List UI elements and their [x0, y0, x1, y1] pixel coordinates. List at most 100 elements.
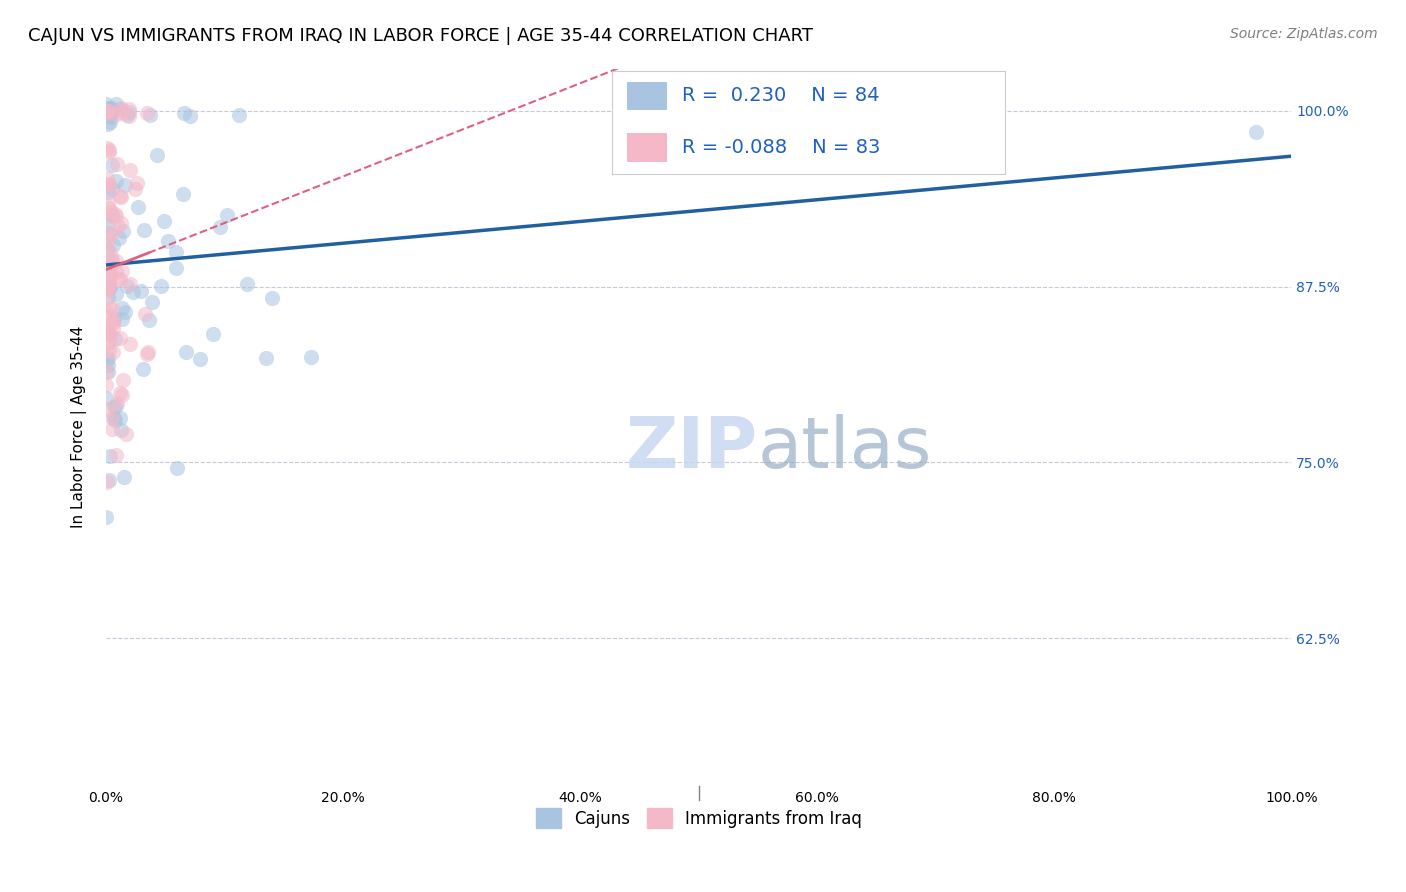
Point	[97, 103, 120, 118]
Point	[98, 244, 121, 258]
Point	[108, 331, 131, 345]
Point	[103, 238, 125, 252]
Point	[97, 365, 120, 379]
Point	[97, 218, 120, 232]
Point	[96, 364, 118, 378]
Point	[118, 102, 141, 116]
Point	[228, 108, 250, 122]
Legend: Cajuns, Immigrants from Iraq: Cajuns, Immigrants from Iraq	[529, 801, 869, 835]
Point	[115, 279, 138, 293]
Point	[100, 227, 122, 241]
Point	[101, 344, 124, 359]
Point	[97, 107, 120, 121]
Point	[108, 103, 131, 117]
Point	[97, 258, 120, 272]
Point	[114, 178, 136, 193]
Point	[111, 104, 134, 119]
Point	[110, 190, 132, 204]
Point	[112, 224, 135, 238]
Point	[96, 323, 118, 337]
Point	[132, 362, 155, 376]
Point	[98, 101, 121, 115]
Point	[98, 227, 121, 241]
FancyBboxPatch shape	[627, 82, 666, 111]
Point	[132, 223, 155, 237]
Point	[111, 388, 134, 402]
Point	[110, 386, 132, 401]
Point	[101, 301, 124, 315]
Point	[96, 211, 118, 226]
Text: CAJUN VS IMMIGRANTS FROM IRAQ IN LABOR FORCE | AGE 35-44 CORRELATION CHART: CAJUN VS IMMIGRANTS FROM IRAQ IN LABOR F…	[28, 27, 813, 45]
Point	[179, 109, 201, 123]
Point	[98, 259, 121, 273]
Point	[104, 399, 127, 413]
Point	[103, 311, 125, 326]
Point	[100, 103, 122, 117]
Point	[108, 231, 131, 245]
Point	[94, 509, 117, 524]
Point	[105, 96, 128, 111]
Point	[114, 305, 136, 319]
Point	[108, 411, 131, 425]
Point	[100, 108, 122, 122]
Point	[98, 281, 121, 295]
Point	[104, 210, 127, 224]
Point	[134, 307, 156, 321]
Point	[115, 107, 138, 121]
Point	[101, 158, 124, 172]
Point	[112, 470, 135, 484]
Point	[97, 351, 120, 365]
Point	[98, 449, 121, 463]
Point	[96, 170, 118, 185]
Point	[96, 228, 118, 243]
Point	[96, 304, 118, 318]
Point	[96, 402, 118, 417]
Point	[100, 111, 122, 125]
Point	[105, 106, 128, 120]
Point	[101, 315, 124, 329]
Point	[118, 105, 141, 120]
Point	[98, 115, 121, 129]
Point	[96, 324, 118, 338]
Point	[97, 300, 120, 314]
Point	[153, 214, 176, 228]
Point	[104, 253, 127, 268]
Point	[1244, 125, 1267, 139]
Point	[122, 285, 145, 300]
Point	[98, 268, 121, 283]
Point	[100, 309, 122, 323]
Point	[107, 219, 129, 233]
Point	[111, 373, 134, 387]
Point	[111, 264, 134, 278]
Point	[104, 207, 127, 221]
Point	[101, 315, 124, 329]
Point	[138, 313, 160, 327]
Point	[173, 106, 195, 120]
Point	[104, 413, 127, 427]
Point	[136, 347, 159, 361]
Point	[165, 260, 187, 275]
Point	[97, 326, 120, 341]
Point	[165, 245, 187, 260]
Point	[120, 277, 142, 291]
Point	[96, 391, 118, 405]
Point	[111, 301, 134, 315]
Point	[110, 423, 132, 437]
Point	[105, 395, 128, 409]
Point	[98, 343, 121, 357]
Text: R =  0.230    N = 84: R = 0.230 N = 84	[682, 87, 880, 105]
Point	[260, 291, 283, 305]
Point	[100, 249, 122, 263]
Point	[104, 173, 127, 187]
Text: Source: ZipAtlas.com: Source: ZipAtlas.com	[1230, 27, 1378, 41]
Point	[96, 96, 118, 111]
Point	[101, 208, 124, 222]
Point	[97, 358, 120, 372]
Point	[98, 272, 121, 286]
Point	[215, 208, 238, 222]
Point	[97, 290, 120, 304]
Point	[105, 448, 128, 462]
Point	[208, 220, 231, 235]
Point	[127, 200, 149, 214]
Point	[110, 101, 132, 115]
